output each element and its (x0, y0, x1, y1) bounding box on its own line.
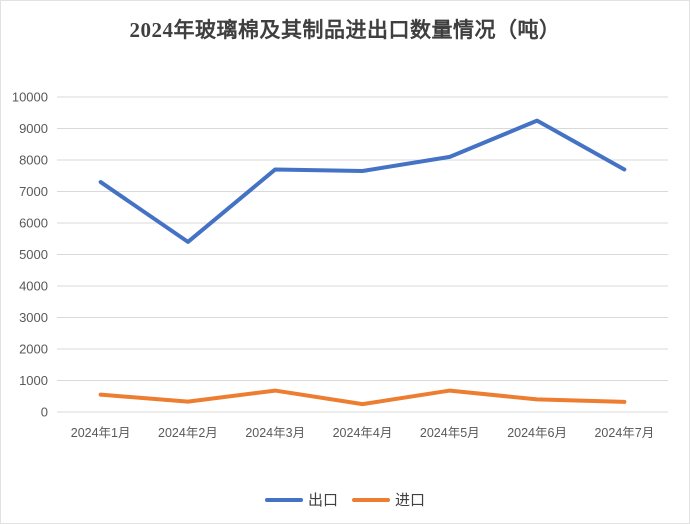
export-line-swatch-icon (264, 497, 303, 502)
x-axis-category-label: 2024年5月 (420, 426, 480, 440)
y-axis-tick-label: 7000 (19, 184, 48, 199)
legend-label-import: 进口 (395, 492, 426, 509)
x-axis-category-label: 2024年4月 (333, 426, 393, 440)
chart-legend: 出口 进口 (1, 489, 689, 510)
legend-item-import: 进口 (352, 489, 425, 510)
y-axis-tick-label: 6000 (19, 216, 48, 231)
y-axis-tick-label: 9000 (19, 121, 48, 136)
x-axis-category-label: 2024年2月 (158, 426, 218, 440)
y-axis-tick-label: 5000 (19, 247, 48, 262)
y-axis-tick-label: 3000 (19, 310, 48, 325)
chart-title: 2024年玻璃棉及其制品进出口数量情况（吨） (129, 18, 561, 42)
x-axis-category-label: 2024年3月 (245, 426, 305, 440)
y-axis-tick-label: 0 (41, 405, 48, 420)
y-axis-tick-label: 10000 (12, 90, 48, 105)
export-series-line (98, 118, 627, 244)
x-axis-category-label: 2024年6月 (507, 426, 567, 440)
line-chart-plot-area: 0 1000 2000 3000 4000 5000 6000 7000 8000 9000 100… (12, 90, 668, 440)
y-axis-tick-label: 4000 (19, 279, 48, 294)
import-series-line (98, 388, 627, 407)
x-axis-category-label: 2024年1月 (71, 426, 131, 440)
legend-item-export: 出口 (264, 489, 338, 510)
y-axis-tick-label: 8000 (19, 153, 48, 168)
import-line-swatch-icon (352, 497, 390, 502)
y-axis-tick-label: 1000 (19, 373, 48, 388)
y-axis-tick-label: 2000 (19, 342, 48, 357)
x-axis-category-label: 2024年7月 (594, 426, 654, 440)
legend-label-export: 出口 (307, 492, 338, 509)
